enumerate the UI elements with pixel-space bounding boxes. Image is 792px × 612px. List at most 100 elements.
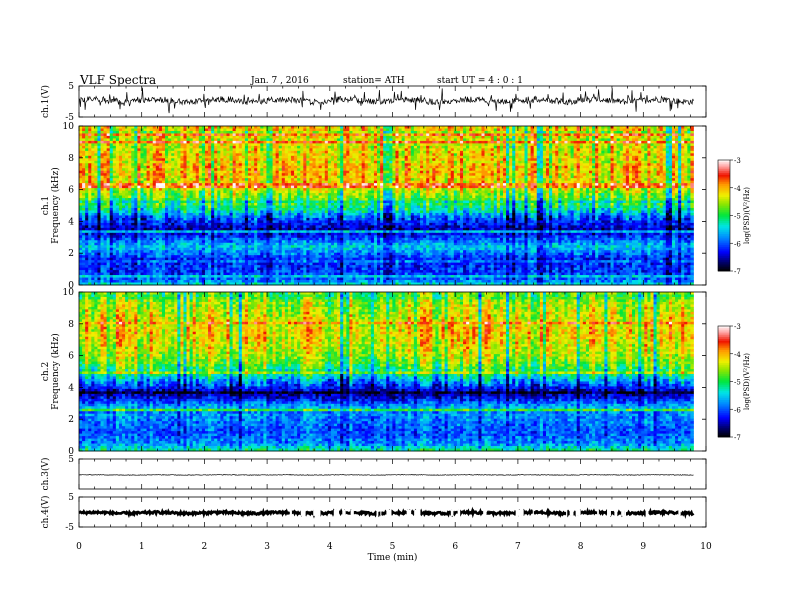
ch1-spectrogram-cell (325, 166, 328, 169)
ch1-spectrogram-cell (248, 168, 251, 171)
ch1-spectrogram-cell (79, 128, 82, 131)
ch1-spectrogram-cell (91, 136, 94, 139)
ch1-spectrogram-cell (116, 136, 119, 139)
ch1-spectrogram-cell (478, 138, 481, 141)
ch1-spectrogram-cell (356, 186, 359, 189)
ch1-spectrogram-cell (131, 143, 134, 146)
ch1-spectrogram-cell (638, 183, 641, 186)
ch1-spectrogram-cell (583, 158, 586, 161)
ch1-spectrogram-cell (159, 153, 162, 156)
ch1-spectrogram-cell (408, 148, 411, 151)
ch1-spectrogram-cell (690, 158, 693, 161)
ch1-spectrogram-cell (503, 176, 506, 179)
ch1-spectrogram-cell (134, 186, 137, 189)
ch1-spectrogram-cell (660, 138, 663, 141)
ch1-spectrogram-cell (620, 173, 623, 176)
ch1-spectrogram-cell (199, 168, 202, 171)
ch1-spectrogram-cell (288, 181, 291, 184)
ch1-spectrogram-cell (512, 141, 515, 144)
ch1-spectrogram-cell (162, 156, 165, 159)
ch1-spectrogram-cell (488, 173, 491, 176)
ch1-spectrogram-cell (242, 168, 245, 171)
ch1-spectrogram-cell (580, 181, 583, 184)
ch1-spectrogram-cell (159, 131, 162, 134)
ch1-spectrogram-cell (202, 161, 205, 164)
ch1-spectrogram-cell (113, 151, 116, 154)
ch1-spectrogram-cell (251, 171, 254, 174)
ch1-spectrogram-cell (672, 128, 675, 131)
ch1-spectrogram-cell (488, 131, 491, 134)
ch1-spectrogram-cell (518, 166, 521, 169)
ch1-spectrogram-cell (423, 158, 426, 161)
ch1-spectrogram-cell (392, 156, 395, 159)
ch1-spectrogram-cell (251, 133, 254, 136)
ch1-spectrogram-cell (389, 178, 392, 181)
ch1-spectrogram-cell (276, 156, 279, 159)
ch1-spectrogram-cell (334, 131, 337, 134)
ch1-spectrogram-cell (568, 148, 571, 151)
ch1-spectrogram-cell (617, 131, 620, 134)
ch1-spectrogram-cell (457, 138, 460, 141)
ch1-spectrogram-cell (159, 126, 162, 129)
ch1-spectrogram-cell (217, 186, 220, 189)
ch1-spectrogram-cell (79, 178, 82, 181)
ch1-spectrogram-cell (568, 128, 571, 131)
ch1-spectrogram-cell (303, 183, 306, 186)
ch1-spectrogram-cell (91, 183, 94, 186)
ch1-spectrogram-cell (217, 153, 220, 156)
ch1-spectrogram-cell (494, 183, 497, 186)
ch1-spectrogram-cell (94, 151, 97, 154)
ch1-spectrogram-cell (595, 131, 598, 134)
ch1-spectrogram-cell (442, 166, 445, 169)
ch1-spectrogram-cell (690, 181, 693, 184)
ch1-spectrogram-cell (531, 161, 534, 164)
ch1-spectrogram-cell (325, 181, 328, 184)
ch1-spectrogram-cell (325, 183, 328, 186)
ch1-spectrogram-cell (675, 158, 678, 161)
ch1-spectrogram-cell (654, 171, 657, 174)
ch1-spectrogram-cell (629, 168, 632, 171)
ch1-spectrogram-cell (405, 133, 408, 136)
ch1-spectrogram-cell (488, 181, 491, 184)
ch1-spectrogram-cell (561, 158, 564, 161)
ch1-spectrogram-cell (660, 153, 663, 156)
ch1-spectrogram-cell (180, 141, 183, 144)
ch1-spectrogram-cell (343, 138, 346, 141)
ch1-spectrogram-cell (687, 131, 690, 134)
ch1-spectrogram-cell (180, 173, 183, 176)
ch1-spectrogram-cell (291, 161, 294, 164)
ch1-spectrogram-cell (690, 168, 693, 171)
ch1-spectrogram-cell (442, 163, 445, 166)
ch1-spectrogram-cell (168, 143, 171, 146)
ch1-spectrogram-cell (325, 176, 328, 179)
ch1-spectrogram-cell (316, 158, 319, 161)
ch1-spectrogram-cell (595, 146, 598, 149)
ch1-spectrogram-cell (94, 173, 97, 176)
ch1-spectrogram-cell (82, 158, 85, 161)
ch1-spectrogram-cell (337, 156, 340, 159)
ch1-spectrogram-cell (663, 161, 666, 164)
ch1-spectrogram-cell (509, 151, 512, 154)
ch1-spectrogram-cell (503, 161, 506, 164)
ch1-spectrogram-cell (561, 156, 564, 159)
ch1-spectrogram-cell (417, 146, 420, 149)
ch1-spectrogram-cell (500, 161, 503, 164)
ch1-spectrogram-cell (316, 156, 319, 159)
ch1-spectrogram-cell (288, 173, 291, 176)
ch1-spectrogram-cell (438, 183, 441, 186)
ch1-spectrogram-cell (537, 131, 540, 134)
ch1-spectrogram-cell (137, 143, 140, 146)
ch1-spectrogram-cell (528, 181, 531, 184)
ch1-spectrogram-cell (279, 146, 282, 149)
ch1-spectrogram-cell (614, 131, 617, 134)
ch1-spectrogram-cell (312, 131, 315, 134)
ch1-spectrogram-cell (122, 183, 125, 186)
ch1-spectrogram-cell (165, 168, 168, 171)
ch1-spectrogram-cell (359, 161, 362, 164)
ch1-spectrogram-cell (546, 133, 549, 136)
ch1-spectrogram-cell (233, 158, 236, 161)
ch1-spectrogram-cell (690, 133, 693, 136)
ch1-spectrogram-cell (285, 166, 288, 169)
ch1-spectrogram-cell (383, 171, 386, 174)
ch1-spectrogram-cell (426, 146, 429, 149)
